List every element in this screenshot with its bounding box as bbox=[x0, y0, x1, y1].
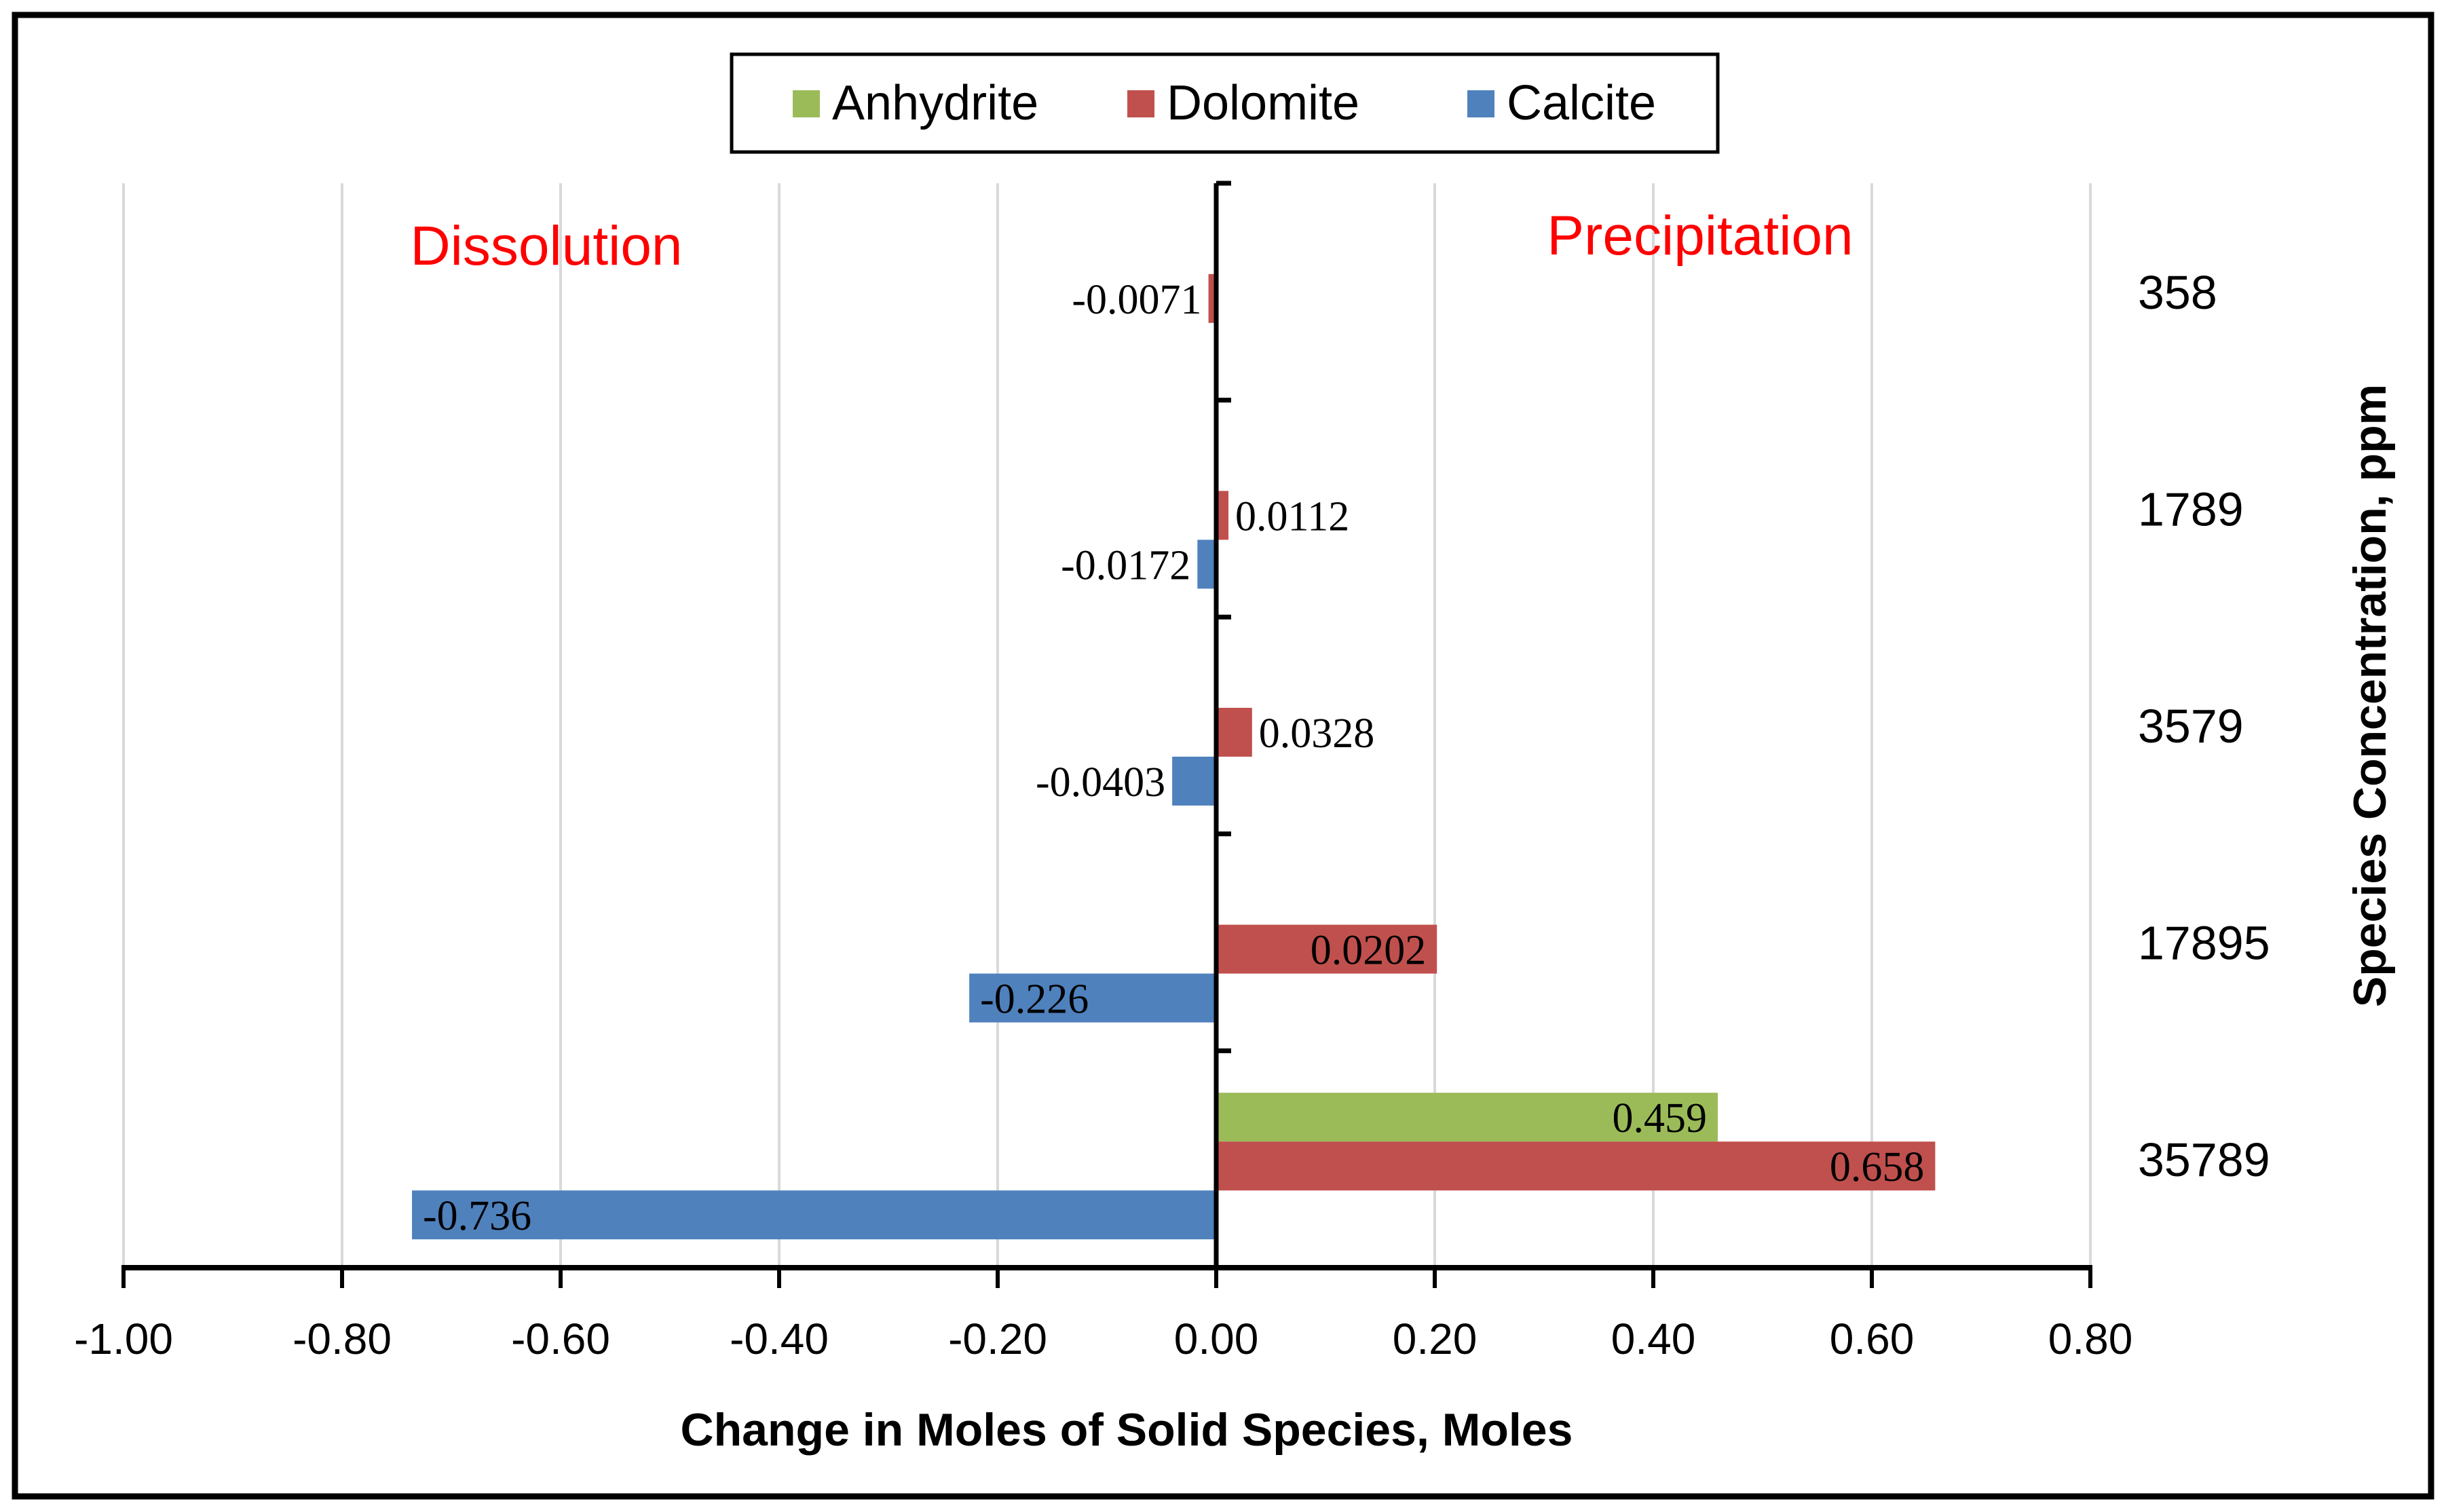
data-label-dolomite: 0.0328 bbox=[1259, 711, 1375, 757]
legend-label-calcite: Calcite bbox=[1507, 76, 1656, 130]
data-label-calcite: -0.226 bbox=[980, 977, 1089, 1023]
category-label: 35789 bbox=[2138, 1133, 2270, 1186]
data-label-calcite: -0.0172 bbox=[1061, 542, 1190, 588]
x-tick-label: -1.00 bbox=[74, 1315, 173, 1363]
legend-label-dolomite: Dolomite bbox=[1167, 76, 1359, 130]
bars bbox=[412, 273, 1936, 1240]
category-label: 358 bbox=[2138, 266, 2217, 319]
category-label: 3579 bbox=[2138, 700, 2244, 753]
x-tick-label: 0.60 bbox=[1830, 1315, 1915, 1363]
bar-dolomite bbox=[1216, 708, 1252, 757]
x-tick-label: -0.40 bbox=[730, 1315, 829, 1363]
x-tick-label: 0.80 bbox=[2048, 1315, 2133, 1363]
data-label-calcite: -0.736 bbox=[423, 1193, 531, 1239]
y-axis-title: Species Concentration, ppm bbox=[2344, 384, 2396, 1007]
annotation-dissolution: Dissolution bbox=[410, 215, 682, 277]
x-axis-title: Change in Moles of Solid Species, Moles bbox=[681, 1404, 1573, 1456]
data-labels: -0.0071 0.0112 -0.0172 0.0328 -0.0403 0.0202 -… bbox=[423, 277, 1924, 1239]
legend-swatch-anhydrite bbox=[793, 90, 820, 117]
x-tick-label: -0.80 bbox=[293, 1315, 392, 1363]
data-label-dolomite: 0.0112 bbox=[1235, 493, 1349, 540]
data-label-dolomite: -0.0071 bbox=[1072, 277, 1201, 323]
legend-swatch-dolomite bbox=[1127, 90, 1154, 117]
category-label: 17895 bbox=[2138, 917, 2270, 970]
x-tick-label: 0.40 bbox=[1611, 1315, 1696, 1363]
data-label-calcite: -0.0403 bbox=[1036, 759, 1165, 806]
legend-label-anhydrite: Anhydrite bbox=[832, 76, 1038, 130]
bar-dolomite bbox=[1216, 491, 1229, 540]
bar-dolomite bbox=[1216, 924, 1437, 974]
legend-box bbox=[730, 52, 1720, 154]
data-label-dolomite: 0.0202 bbox=[1311, 928, 1427, 974]
category-label: 1789 bbox=[2138, 483, 2244, 535]
bar-dolomite bbox=[1208, 273, 1216, 323]
x-tick-label: 0.20 bbox=[1393, 1315, 1478, 1363]
bar-dolomite bbox=[1216, 1141, 1936, 1191]
bar-calcite bbox=[969, 973, 1216, 1023]
legend-swatch-calcite bbox=[1467, 90, 1494, 117]
legend: Anhydrite Dolomite Calcite bbox=[730, 52, 1720, 154]
bar-anhydrite bbox=[1216, 1093, 1718, 1142]
bar-calcite bbox=[1197, 540, 1216, 589]
axes: -1.00 -0.80 -0.60 -0.40 -0.20 0.00 0.20 0.40 0.6… bbox=[74, 181, 2270, 1363]
x-tick-label: -0.20 bbox=[948, 1315, 1047, 1363]
bar-calcite bbox=[1172, 757, 1216, 806]
bar-calcite bbox=[412, 1190, 1216, 1240]
x-tick-label: -0.60 bbox=[511, 1315, 610, 1363]
gridlines bbox=[122, 183, 2092, 1268]
data-label-dolomite: 0.658 bbox=[1830, 1144, 1925, 1190]
annotation-precipitation: Precipitation bbox=[1547, 205, 1853, 267]
data-label-anhydrite: 0.459 bbox=[1612, 1095, 1707, 1141]
x-tick-label: 0.00 bbox=[1174, 1315, 1259, 1363]
